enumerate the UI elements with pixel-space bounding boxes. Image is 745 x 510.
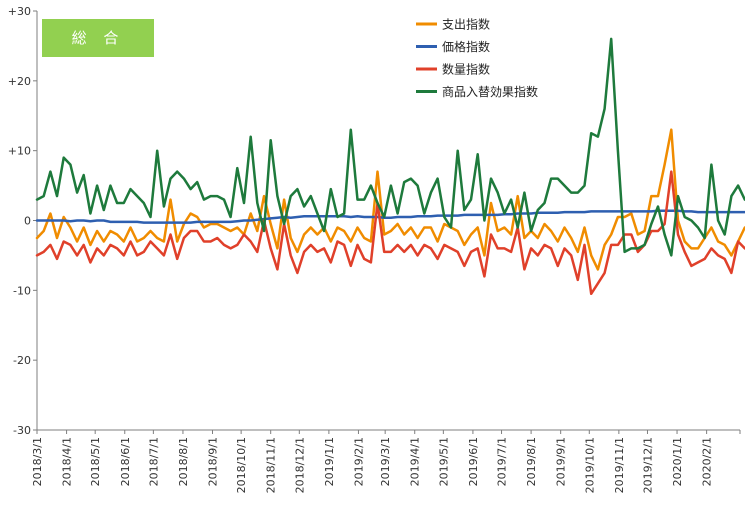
x-tick-label: 2019/8/1 <box>525 437 538 486</box>
x-tick-label: 2018/4/1 <box>61 437 74 486</box>
series-line <box>35 37 745 257</box>
y-tick-label: -30 <box>13 424 31 437</box>
x-tick-label: 2019/11/1 <box>613 437 626 493</box>
x-tick-label: 2019/5/1 <box>437 437 450 486</box>
x-tick-label: 2018/5/1 <box>89 437 102 486</box>
x-tick-label: 2019/1/1 <box>323 437 336 486</box>
x-tick-label: 2018/6/1 <box>119 437 132 486</box>
legend-label: 価格指数 <box>442 39 490 54</box>
y-tick-label: -10 <box>13 284 31 297</box>
x-tick-label: 2019/2/1 <box>352 437 365 486</box>
y-tick-label: +30 <box>8 5 31 18</box>
title-badge: 総 合 <box>42 19 154 57</box>
x-tick-label: 2018/9/1 <box>207 437 220 486</box>
x-tick-label: 2018/8/1 <box>177 437 190 486</box>
legend-label: 支出指数 <box>442 17 490 32</box>
x-tick-label: 2019/12/1 <box>641 437 654 493</box>
x-tick-label: 2019/6/1 <box>467 437 480 486</box>
x-tick-label: 2019/9/1 <box>555 437 568 486</box>
series-line <box>35 209 745 224</box>
series-line <box>35 170 745 296</box>
x-tick-label: 2018/7/1 <box>147 437 160 486</box>
title-badge-background <box>42 19 154 57</box>
y-tick-label: +20 <box>8 75 31 88</box>
y-tick-label: -20 <box>13 354 31 367</box>
x-tick-label: 2018/10/1 <box>235 437 248 493</box>
x-tick-label: 2019/4/1 <box>409 437 422 486</box>
x-tick-label: 2019/10/1 <box>583 437 596 493</box>
x-tick-label: 2018/12/1 <box>293 437 306 493</box>
legend-label: 数量指数 <box>442 62 490 77</box>
y-tick-label: 0 <box>24 215 31 228</box>
legend-label: 商品入替効果指数 <box>442 84 538 99</box>
x-tick-label: 2019/7/1 <box>496 437 509 486</box>
x-tick-label: 2018/3/1 <box>31 437 44 486</box>
series-layer <box>35 37 745 296</box>
x-tick-label: 2019/3/1 <box>379 437 392 486</box>
x-tick-label: 2018/11/1 <box>265 437 278 493</box>
y-tick-label: +10 <box>8 145 31 158</box>
series-line <box>35 128 745 271</box>
x-tick-label: 2020/2/1 <box>701 437 714 486</box>
chart-title: 総 合 <box>72 29 125 47</box>
x-tick-label: 2020/1/1 <box>671 437 684 486</box>
